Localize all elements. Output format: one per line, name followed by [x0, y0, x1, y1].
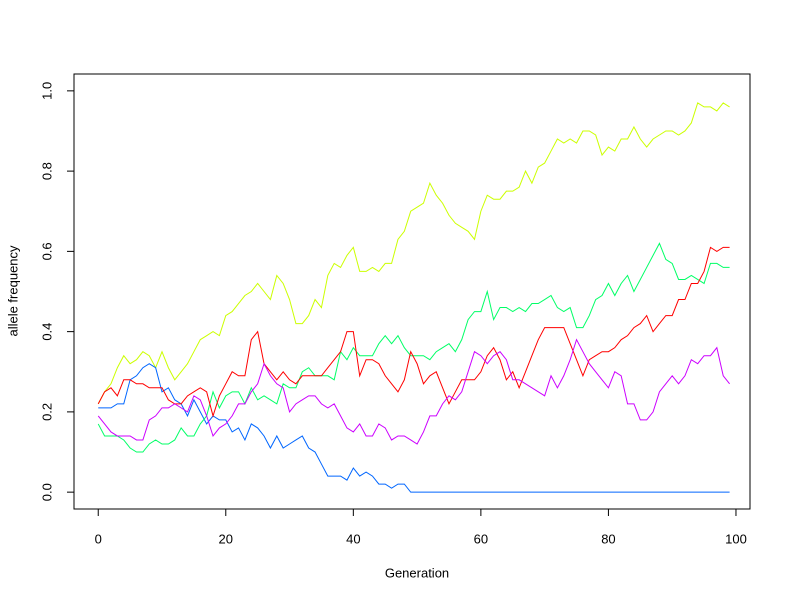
y-tick-label: 0.0	[39, 483, 54, 501]
y-tick-label: 0.4	[39, 323, 54, 341]
x-tick-label: 100	[725, 531, 747, 546]
series-line	[97, 242, 730, 453]
y-tick-label: 0.6	[39, 242, 54, 260]
x-tick-label: 0	[95, 531, 102, 546]
x-tick-label: 40	[346, 531, 360, 546]
series-line	[97, 102, 730, 405]
x-tick-label: 60	[474, 531, 488, 546]
x-axis-label: Generation	[385, 565, 449, 580]
series-line	[98, 363, 730, 493]
x-tick-label: 80	[601, 531, 615, 546]
y-axis-label: allele frequency	[5, 245, 20, 337]
y-tick-label: 0.2	[39, 403, 54, 421]
y-tick-label: 1.0	[39, 82, 54, 100]
series-line	[97, 246, 730, 418]
x-tick-label: 20	[219, 531, 233, 546]
y-tick-label: 0.8	[39, 162, 54, 180]
series-line	[97, 338, 730, 445]
